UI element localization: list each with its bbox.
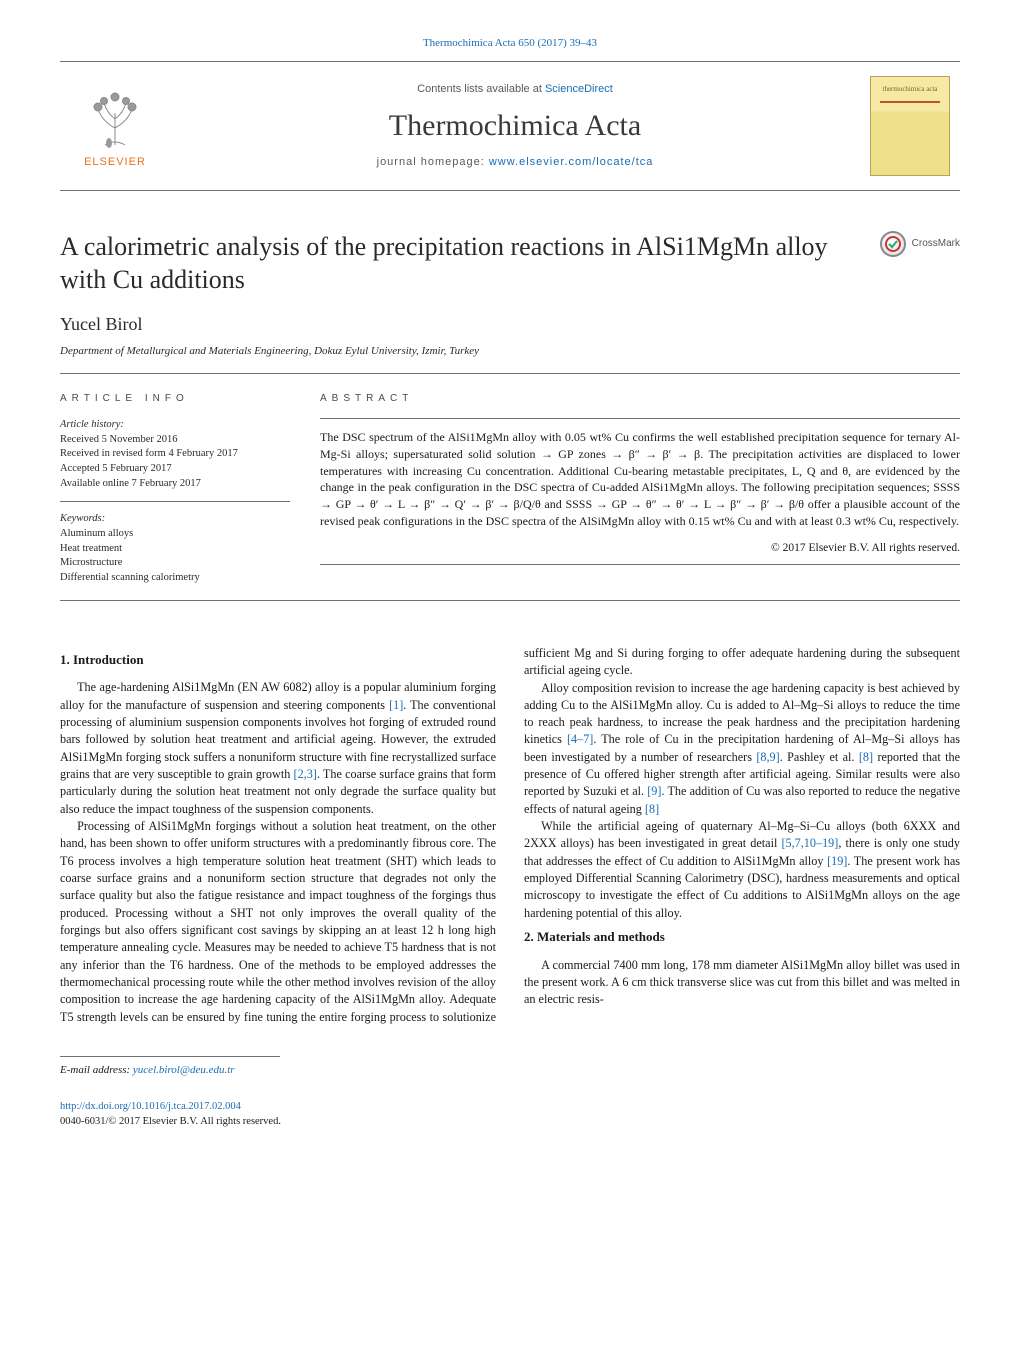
issn-copyright: 0040-6031/© 2017 Elsevier B.V. All right… bbox=[60, 1115, 960, 1130]
abstract-copyright: © 2017 Elsevier B.V. All rights reserved… bbox=[320, 540, 960, 556]
email-label: E-mail address: bbox=[60, 1064, 133, 1076]
crossmark-badge[interactable]: CrossMark bbox=[880, 231, 960, 257]
journal-homepage-line: journal homepage: www.elsevier.com/locat… bbox=[377, 155, 654, 170]
contents-lists-line: Contents lists available at ScienceDirec… bbox=[417, 82, 613, 97]
history-line: Received 5 November 2016 bbox=[60, 433, 290, 448]
keyword: Heat treatment bbox=[60, 542, 290, 557]
journal-cover-thumb: thermochimica acta bbox=[870, 76, 950, 176]
contents-prefix: Contents lists available at bbox=[417, 83, 545, 95]
keywords-block: Keywords: Aluminum alloys Heat treatment… bbox=[60, 512, 290, 585]
article-history: Article history: Received 5 November 201… bbox=[60, 418, 290, 502]
body-paragraph: A commercial 7400 mm long, 178 mm diamet… bbox=[524, 957, 960, 1009]
body-paragraph: While the artificial ageing of quaternar… bbox=[524, 818, 960, 922]
elsevier-tree-icon bbox=[80, 83, 150, 153]
history-line: Available online 7 February 2017 bbox=[60, 477, 290, 492]
citation-ref[interactable]: [4–7] bbox=[567, 732, 593, 746]
citation-ref[interactable]: [2,3] bbox=[294, 767, 317, 781]
sciencedirect-link[interactable]: ScienceDirect bbox=[545, 83, 613, 95]
divider bbox=[320, 418, 960, 419]
divider bbox=[320, 564, 960, 565]
citation-header: Thermochimica Acta 650 (2017) 39–43 bbox=[60, 36, 960, 61]
body-paragraph: The age-hardening AlSi1MgMn (EN AW 6082)… bbox=[60, 679, 496, 818]
divider bbox=[60, 373, 960, 374]
article-info-label: article info bbox=[60, 392, 290, 406]
abstract-label: abstract bbox=[320, 392, 960, 406]
section-heading-introduction: 1. Introduction bbox=[60, 651, 496, 669]
journal-title: Thermochimica Acta bbox=[389, 105, 641, 147]
citation-ref[interactable]: [1] bbox=[389, 698, 403, 712]
divider bbox=[60, 600, 960, 601]
article-title: A calorimetric analysis of the precipita… bbox=[60, 231, 862, 296]
citation-ref[interactable]: [19] bbox=[827, 854, 847, 868]
crossmark-label: CrossMark bbox=[912, 237, 960, 251]
history-title: Article history: bbox=[60, 418, 290, 433]
section-heading-methods: 2. Materials and methods bbox=[524, 928, 960, 946]
citation-ref[interactable]: [8] bbox=[645, 802, 659, 816]
author-affiliation: Department of Metallurgical and Material… bbox=[60, 344, 960, 359]
publisher-logo: ELSEVIER bbox=[70, 76, 160, 176]
abstract-text: The DSC spectrum of the AlSi1MgMn alloy … bbox=[320, 429, 960, 530]
author-name: Yucel Birol bbox=[60, 312, 960, 337]
history-line: Received in revised form 4 February 2017 bbox=[60, 447, 290, 462]
journal-homepage-link[interactable]: www.elsevier.com/locate/tca bbox=[489, 156, 654, 168]
masthead: ELSEVIER Contents lists available at Sci… bbox=[60, 61, 960, 191]
keyword: Microstructure bbox=[60, 556, 290, 571]
keywords-title: Keywords: bbox=[60, 512, 290, 527]
email-link[interactable]: yucel.birol@deu.edu.tr bbox=[133, 1064, 235, 1076]
homepage-prefix: journal homepage: bbox=[377, 156, 489, 168]
keyword: Differential scanning calorimetry bbox=[60, 571, 290, 586]
article-body: 1. Introduction The age-hardening AlSi1M… bbox=[60, 645, 960, 1026]
corresponding-email: E-mail address: yucel.birol@deu.edu.tr bbox=[60, 1063, 960, 1078]
doi-link[interactable]: http://dx.doi.org/10.1016/j.tca.2017.02.… bbox=[60, 1101, 241, 1112]
citation-ref[interactable]: [9] bbox=[647, 784, 661, 798]
doi-line: http://dx.doi.org/10.1016/j.tca.2017.02.… bbox=[60, 1100, 960, 1115]
citation-ref[interactable]: [8] bbox=[859, 750, 873, 764]
cover-label: thermochimica acta bbox=[883, 85, 938, 95]
keyword: Aluminum alloys bbox=[60, 527, 290, 542]
body-paragraph: Alloy composition revision to increase t… bbox=[524, 680, 960, 819]
history-line: Accepted 5 February 2017 bbox=[60, 462, 290, 477]
citation-ref[interactable]: [5,7,10–19] bbox=[781, 836, 838, 850]
crossmark-icon bbox=[880, 231, 906, 257]
footnote-divider bbox=[60, 1056, 280, 1057]
publisher-wordmark: ELSEVIER bbox=[84, 155, 146, 170]
citation-ref[interactable]: [8,9] bbox=[756, 750, 779, 764]
